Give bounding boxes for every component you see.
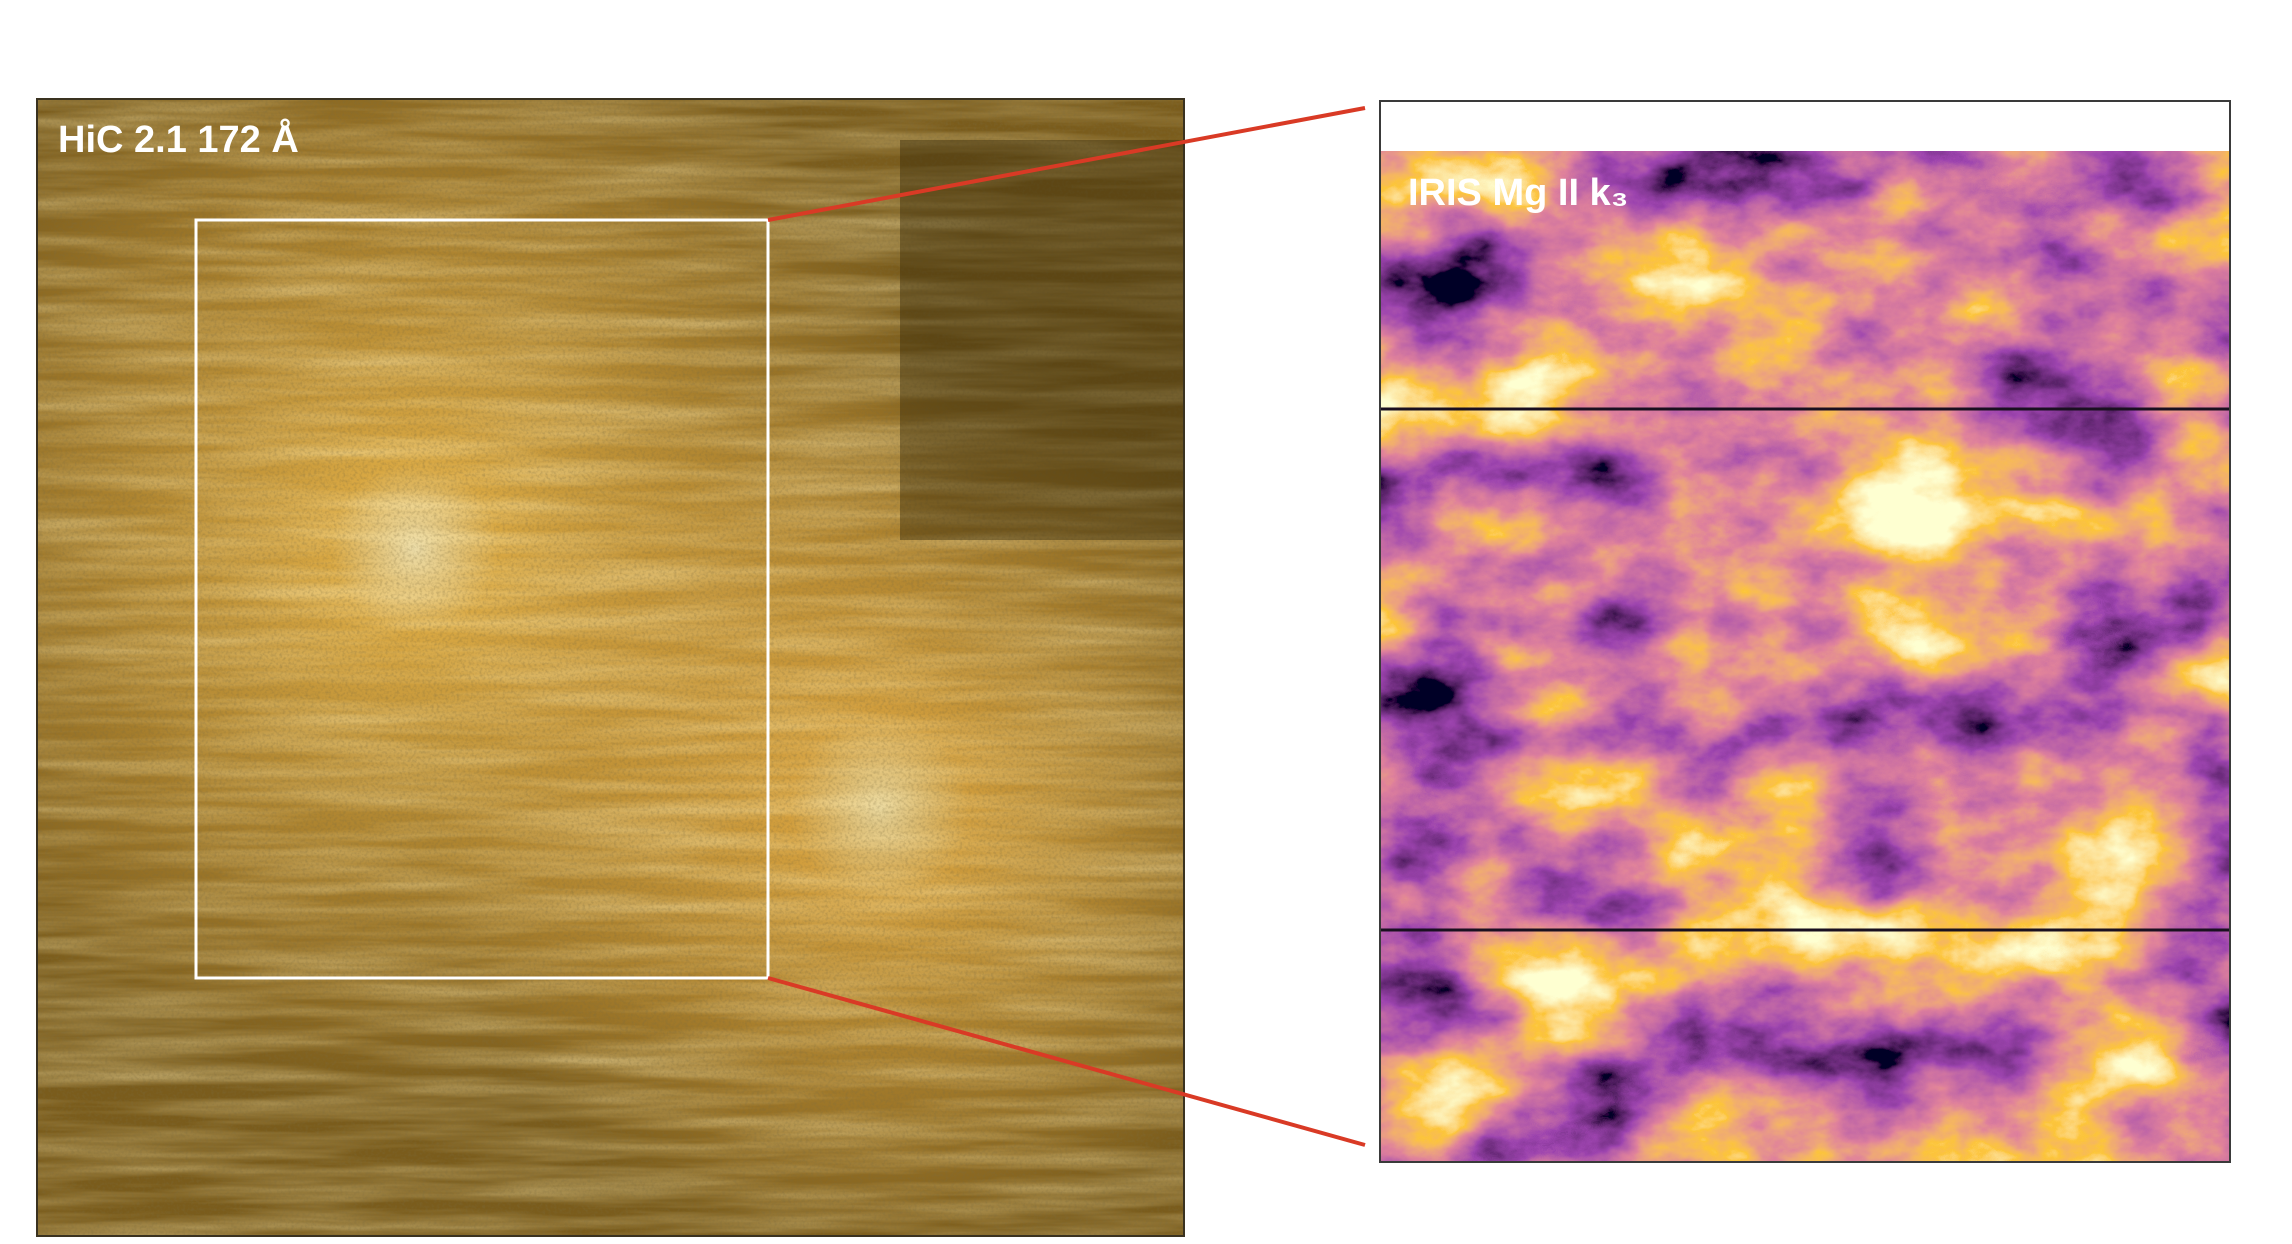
iris-image [1380, 151, 2230, 1162]
zoom-box [194, 218, 770, 980]
hic-label: HiC 2.1 172 Å [58, 117, 299, 161]
connector-bottom [767, 976, 1366, 1147]
hic-image [37, 99, 1184, 1236]
iris-frame [1379, 100, 2231, 1163]
hic-frame [36, 98, 1185, 1237]
blank-strip [1380, 101, 2230, 151]
connector-top [767, 106, 1366, 222]
iris-label: IRIS Mg II k₃ [1408, 172, 1628, 214]
